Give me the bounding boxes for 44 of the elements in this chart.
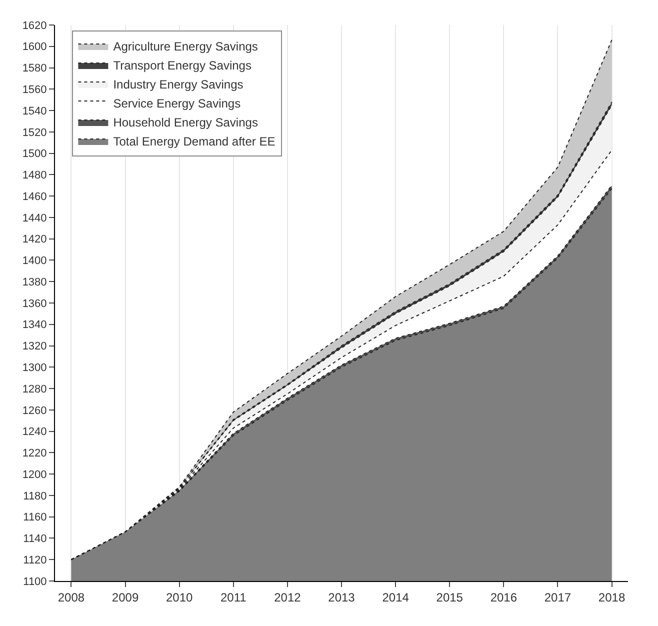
y-tick-label: 1600	[22, 41, 47, 54]
y-tick-label: 1280	[22, 383, 47, 396]
y-tick-label: 1340	[22, 319, 47, 332]
y-tick-label: 1220	[22, 448, 47, 460]
x-tick-label: 2014	[382, 590, 410, 604]
x-tick-label: 2009	[112, 590, 139, 604]
y-tick-label: 1200	[22, 468, 47, 481]
y-tick-label: 1620	[22, 20, 47, 32]
y-tick-label: 1560	[22, 84, 47, 96]
legend-label: Transport Energy Savings	[113, 58, 252, 73]
y-tick-label: 1120	[23, 554, 47, 566]
x-tick-label: 2013	[328, 590, 356, 604]
x-tick-label: 2011	[220, 590, 247, 604]
y-tick-label: 1540	[22, 105, 47, 118]
x-tick-label: 2008	[58, 590, 85, 604]
x-tick-label: 2018	[598, 590, 626, 604]
y-tick-label: 1320	[22, 340, 47, 353]
y-tick-label: 1240	[22, 426, 47, 438]
y-tick-label: 1260	[22, 404, 47, 417]
y-tick-label: 1520	[22, 126, 47, 139]
x-tick-label: 2017	[544, 590, 572, 604]
y-tick-label: 1440	[22, 212, 47, 224]
y-tick-label: 1140	[23, 533, 47, 546]
legend-label: Agriculture Energy Savings	[113, 40, 258, 54]
y-tick-label: 1160	[23, 512, 47, 524]
y-tick-label: 1300	[22, 362, 47, 374]
y-tick-label: 1180	[23, 490, 47, 502]
y-tick-label: 1380	[22, 276, 47, 288]
legend-label: Industry Energy Savings	[113, 78, 244, 92]
y-tick-label: 1100	[23, 576, 47, 588]
legend-label: Household Energy Savings	[113, 116, 258, 130]
y-tick-label: 1480	[22, 170, 47, 182]
y-tick-label: 1580	[22, 62, 47, 75]
y-tick-label: 1460	[22, 190, 47, 203]
legend-label: Total Energy Demand after EE	[113, 134, 276, 149]
x-tick-label: 2015	[436, 590, 464, 604]
y-tick-label: 1400	[22, 255, 47, 268]
y-tick-label: 1360	[22, 298, 47, 310]
y-tick-label: 1500	[22, 148, 47, 160]
y-tick-label: 1420	[22, 234, 47, 246]
x-tick-label: 2010	[166, 590, 193, 604]
legend-label: Service Energy Savings	[113, 96, 241, 111]
x-tick-label: 2012	[274, 590, 302, 604]
x-tick-label: 2016	[490, 590, 518, 604]
